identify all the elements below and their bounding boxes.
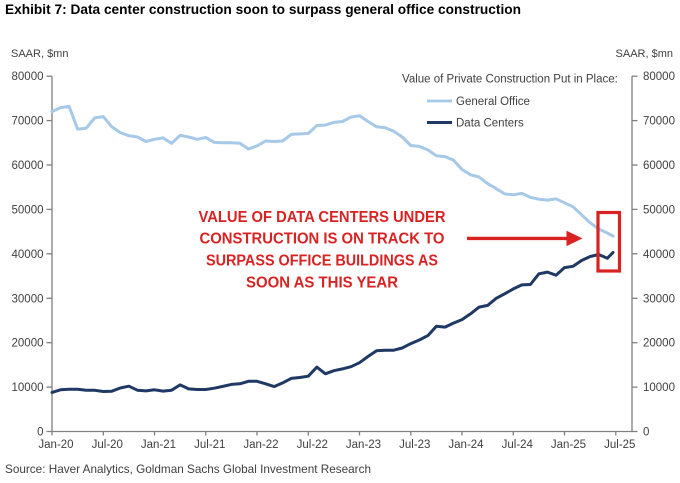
svg-text:Jan-20: Jan-20	[38, 439, 73, 451]
svg-text:50000: 50000	[12, 204, 44, 216]
svg-text:40000: 40000	[643, 249, 675, 261]
svg-text:VALUE OF DATA CENTERS UNDER: VALUE OF DATA CENTERS UNDER	[199, 209, 446, 226]
svg-text:80000: 80000	[12, 71, 44, 83]
svg-text:10000: 10000	[643, 382, 675, 394]
svg-text:CONSTRUCTION IS ON TRACK TO: CONSTRUCTION IS ON TRACK TO	[200, 231, 445, 248]
svg-text:0: 0	[643, 427, 649, 439]
svg-text:60000: 60000	[643, 160, 675, 172]
svg-text:Jul-24: Jul-24	[502, 439, 534, 451]
svg-text:Jul-25: Jul-25	[604, 439, 635, 451]
svg-text:30000: 30000	[643, 293, 675, 305]
svg-text:Jan-21: Jan-21	[141, 439, 176, 451]
svg-text:SURPASS OFFICE BUILDINGS AS: SURPASS OFFICE BUILDINGS AS	[206, 253, 438, 270]
svg-text:20000: 20000	[643, 338, 675, 350]
svg-text:Exhibit 7: Data center constru: Exhibit 7: Data center construction soon…	[5, 1, 521, 17]
svg-text:Source: Haver Analytics, Goldm: Source: Haver Analytics, Goldman Sachs G…	[5, 462, 371, 476]
svg-text:Jan-25: Jan-25	[551, 439, 586, 451]
svg-text:70000: 70000	[643, 116, 675, 128]
svg-text:Jan-23: Jan-23	[346, 439, 381, 451]
svg-text:SAAR, $mn: SAAR, $mn	[616, 48, 673, 60]
svg-text:80000: 80000	[643, 71, 675, 83]
svg-text:Jan-22: Jan-22	[243, 439, 278, 451]
svg-text:30000: 30000	[12, 293, 44, 305]
svg-text:0: 0	[37, 427, 43, 439]
svg-text:Jul-23: Jul-23	[399, 439, 430, 451]
svg-text:50000: 50000	[643, 204, 675, 216]
svg-text:SOON AS THIS YEAR: SOON AS THIS YEAR	[246, 275, 398, 292]
svg-text:Jan-24: Jan-24	[448, 439, 484, 451]
svg-text:Jul-21: Jul-21	[194, 439, 225, 451]
svg-text:Jul-22: Jul-22	[297, 439, 328, 451]
svg-text:60000: 60000	[12, 160, 44, 172]
svg-text:40000: 40000	[12, 249, 44, 261]
svg-text:20000: 20000	[12, 338, 44, 350]
svg-text:SAAR, $mn: SAAR, $mn	[11, 48, 68, 60]
svg-text:10000: 10000	[12, 382, 44, 394]
svg-text:Value of Private Construction: Value of Private Construction Put in Pla…	[402, 74, 618, 86]
svg-text:70000: 70000	[12, 116, 44, 128]
svg-text:Jul-20: Jul-20	[92, 439, 123, 451]
svg-text:Data Centers: Data Centers	[456, 118, 524, 130]
svg-text:General Office: General Office	[456, 96, 530, 108]
